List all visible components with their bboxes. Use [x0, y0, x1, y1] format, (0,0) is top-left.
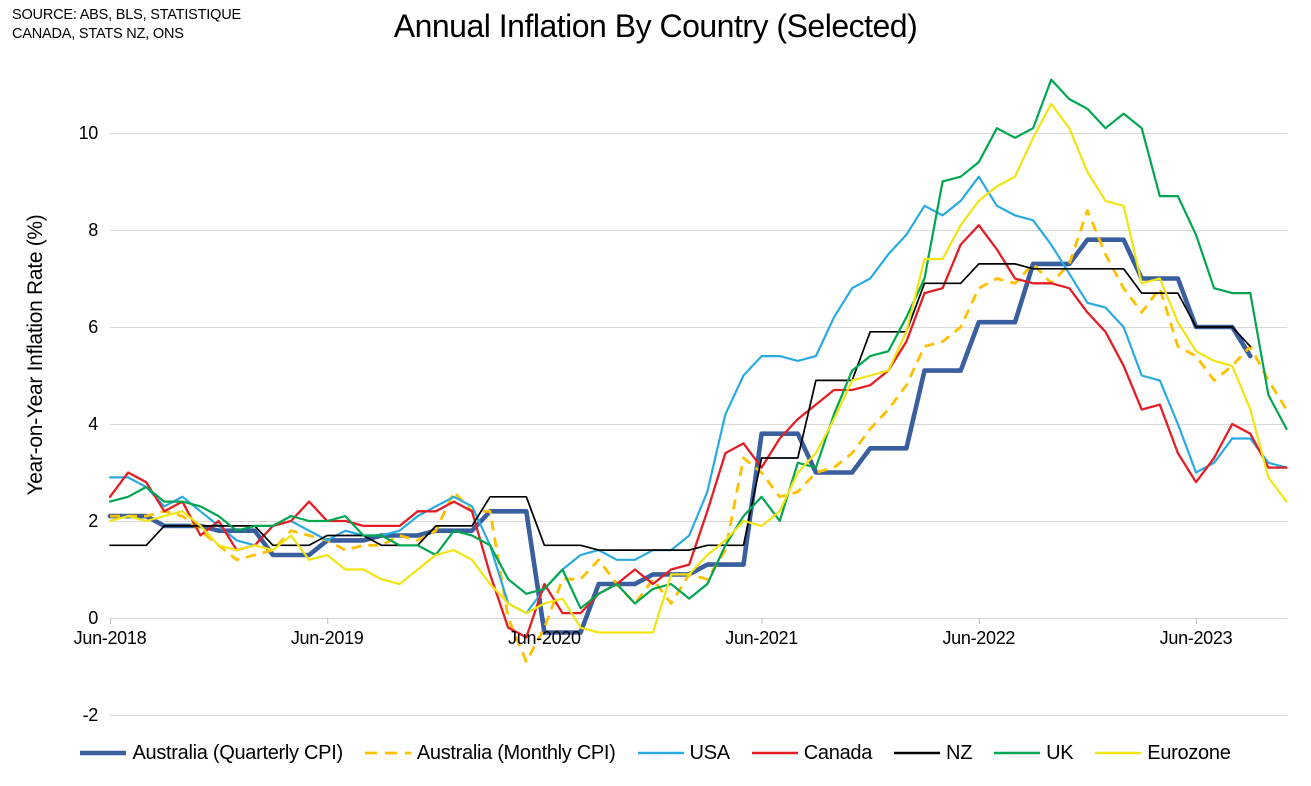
legend-item-eurozone: Eurozone	[1095, 741, 1231, 765]
series-line-australia-quarterly-cpi	[107, 237, 1253, 635]
source-note: SOURCE: ABS, BLS, STATISTIQUE CANADA, ST…	[12, 6, 241, 43]
series-line-australia-monthly-cpi	[110, 209, 1288, 663]
x-tick-label-jun-2022: Jun-2022	[942, 628, 1016, 648]
x-tick-label-jun-2020: Jun-2020	[508, 628, 581, 648]
y-tick-label--2: -2	[82, 705, 99, 725]
y-tick-label-4: 4	[88, 414, 98, 434]
series-line-uk	[108, 78, 1288, 610]
x-tick-label-jun-2019: Jun-2019	[290, 628, 364, 648]
series-line-canada	[108, 224, 1288, 639]
y-tick-label-6: 6	[88, 317, 98, 337]
chart-legend: Australia (Quarterly CPI) Australia (Mont…	[0, 736, 1311, 770]
source-note-line-1: SOURCE: ABS, BLS, STATISTIQUE	[12, 7, 241, 23]
x-tick-label-jun-2018: Jun-2018	[73, 628, 147, 648]
x-tick-label-jun-2023: Jun-2023	[1159, 628, 1233, 648]
legend-label-uk: UK	[1046, 741, 1074, 764]
legend-swatch-eurozone-line-icon	[1095, 751, 1142, 755]
y-tick-label-10: 10	[78, 123, 99, 143]
legend-item-usa: USA	[637, 741, 731, 765]
series-line-eurozone	[108, 102, 1288, 634]
y-tick-label-8: 8	[88, 220, 98, 240]
legend-item-nz: NZ	[894, 742, 972, 765]
legend-label-eurozone: Eurozone	[1147, 741, 1231, 764]
legend-label-australia-quarterly-cpi: Australia (Quarterly CPI)	[132, 741, 343, 764]
legend-label-nz: NZ	[946, 741, 973, 764]
legend-swatch-uk-line-icon	[994, 751, 1041, 755]
legend-item-canada: Canada	[751, 741, 873, 765]
legend-label-australia-monthly-cpi: Australia (Monthly CPI)	[416, 741, 616, 764]
series-line-nz	[109, 263, 1252, 551]
legend-swatch-nz-line-icon	[894, 751, 941, 755]
y-tick-label-2: 2	[88, 511, 98, 531]
legend-item-australia-monthly-cpi: Australia (Monthly CPI)	[364, 741, 616, 765]
chart-title: Annual Inflation By Country (Selected)	[393, 8, 918, 44]
source-note-line-2: CANADA, STATS NZ, ONS	[12, 25, 184, 42]
legend-swatch-usa-line-icon	[637, 751, 684, 755]
legend-swatch-australia-quarterly-cpi-line-icon	[80, 750, 127, 756]
legend-item-uk: UK	[994, 741, 1074, 765]
y-tick-label-0: 0	[88, 608, 98, 628]
legend-label-usa: USA	[689, 741, 731, 764]
legend-swatch-australia-monthly-cpi-line-icon	[364, 751, 411, 755]
legend-item-australia-quarterly-cpi: Australia (Quarterly CPI)	[80, 741, 343, 765]
series-line-usa	[108, 175, 1288, 615]
legend-label-canada: Canada	[803, 741, 873, 764]
legend-swatch-canada-line-icon	[751, 751, 798, 755]
x-tick-label-jun-2021: Jun-2021	[725, 628, 798, 648]
y-axis-title: Year-on-Year Inflation Rate (%)	[24, 214, 47, 496]
